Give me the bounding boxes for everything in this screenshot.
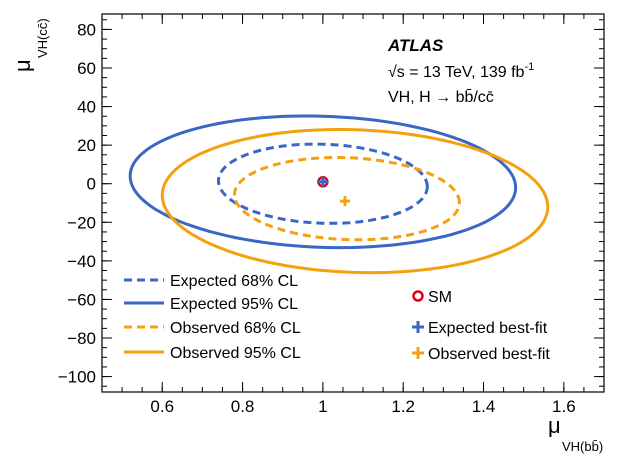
y-axis-title: μ VH(cc̄) [10, 18, 50, 72]
legend-label-observed-95: Observed 95% CL [170, 345, 301, 362]
x-tick-label: 1.6 [552, 397, 576, 416]
energy-label: √s = 13 TeV, 139 fb-1 [388, 61, 534, 81]
x-axis-title-main: μ [548, 413, 561, 438]
x-tick-label: 0.8 [231, 397, 255, 416]
y-tick-label: −60 [67, 290, 96, 309]
y-tick-label: −80 [67, 329, 96, 348]
x-tick-label: 1.2 [391, 397, 415, 416]
contour-expected-95-cl [128, 114, 518, 250]
legend-label-expected-95: Expected 95% CL [170, 296, 298, 313]
x-axis-title: μ VH(bb̄) [548, 413, 603, 454]
point-layer [317, 176, 350, 207]
contour-observed-95-cl [160, 128, 550, 275]
legend-points: SM Expected best-fit Observed best-fit [412, 289, 550, 363]
y-tick-label: −20 [67, 213, 96, 232]
x-tick-label: 1.4 [472, 397, 496, 416]
y-tick-label: −40 [67, 252, 96, 271]
process-label: VH, H → bb̄/cc̄ [388, 89, 494, 106]
legend-label-expected-68: Expected 68% CL [170, 273, 298, 290]
y-tick-label: 0 [87, 175, 96, 194]
legend-marker-observed-bestfit [412, 347, 424, 359]
contour-expected-68-cl [216, 142, 429, 225]
x-tick-label: 1 [318, 397, 327, 416]
y-axis-title-main: μ [10, 59, 35, 72]
legend-label-expected-bestfit: Expected best-fit [428, 320, 548, 337]
y-tick-label: 80 [77, 20, 96, 39]
axes-layer: 0.6 0.8 1 1.2 1.4 1.6 −100 −80 −60 −40 −20 0 20 40 60 8… [58, 14, 605, 416]
legend-label-observed-bestfit: Observed best-fit [428, 346, 550, 363]
point-observed-best-fit [339, 196, 350, 207]
legend-contours: Expected 68% CL Expected 95% CL Observed… [124, 273, 301, 362]
y-tick-label: 40 [77, 98, 96, 117]
x-tick-label: 0.6 [150, 397, 174, 416]
legend-marker-sm [412, 290, 424, 302]
legend-label-observed-68: Observed 68% CL [170, 320, 301, 337]
contour-observed-68-cl [232, 156, 461, 242]
experiment-label: ATLAS [387, 36, 444, 55]
legend-marker-expected-bestfit [412, 321, 424, 333]
y-tick-label: 60 [77, 59, 96, 78]
x-axis-title-sub: VH(bb̄) [562, 439, 603, 454]
legend-label-sm: SM [428, 289, 452, 306]
y-axis-title-sub: VH(cc̄) [35, 18, 50, 58]
contour-layer [128, 114, 550, 275]
point-expected-best-fit [317, 176, 328, 187]
y-tick-label: −100 [58, 368, 96, 387]
y-tick-label: 20 [77, 136, 96, 155]
